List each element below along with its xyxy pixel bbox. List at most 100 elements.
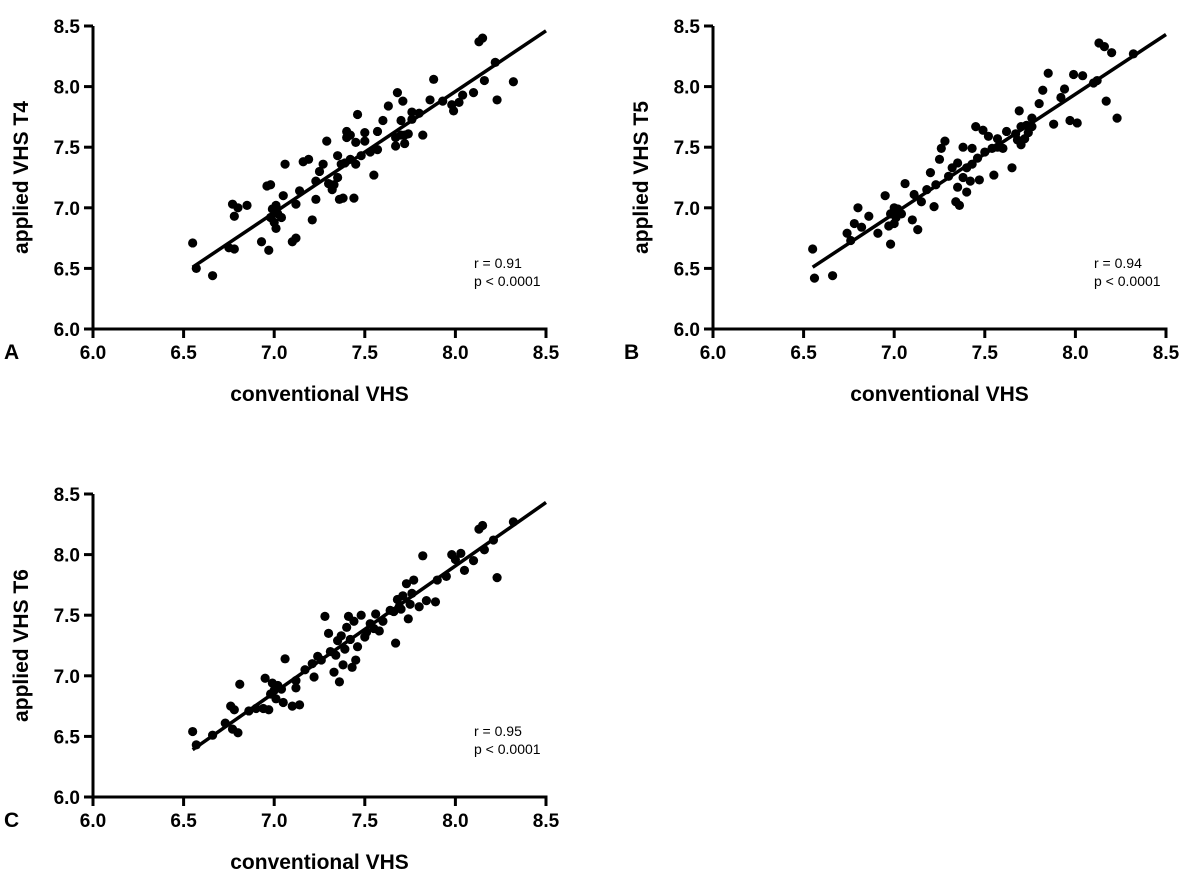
- data-point: [965, 176, 975, 186]
- data-point: [188, 238, 198, 248]
- data-point: [967, 143, 977, 154]
- data-point: [391, 141, 401, 151]
- data-point: [329, 180, 339, 190]
- data-point: [372, 126, 383, 137]
- data-point: [311, 176, 321, 186]
- x-tick-label: 6.5: [170, 343, 197, 364]
- data-point: [294, 700, 305, 710]
- data-point: [980, 147, 990, 157]
- data-point: [477, 33, 488, 43]
- data-point: [459, 565, 470, 575]
- x-tick-label: 8.0: [442, 811, 468, 832]
- data-point: [958, 142, 968, 152]
- y-tick-label: 7.5: [54, 138, 81, 159]
- data-point: [856, 222, 867, 232]
- data-point: [978, 125, 988, 135]
- data-point: [925, 168, 936, 178]
- data-point: [264, 705, 274, 715]
- data-point: [967, 159, 977, 169]
- data-point: [300, 665, 310, 675]
- data-point: [188, 726, 198, 737]
- data-point: [351, 159, 361, 169]
- data-point: [934, 154, 945, 164]
- data-point: [398, 591, 408, 601]
- y-tick-label: 7.5: [54, 606, 81, 627]
- y-tick-label: 8.5: [674, 17, 701, 38]
- data-point: [913, 225, 923, 235]
- scatter-panel-a: 6.0 6.5 7.0 7.5 8.0 8.5 6.0 6.5 7.0 7.5 8.0 8.5 conv…: [0, 0, 580, 420]
- x-tick-label: 7.5: [352, 343, 379, 364]
- data-point: [291, 683, 301, 693]
- data-point: [345, 130, 355, 140]
- data-point: [936, 143, 946, 154]
- data-point: [418, 130, 428, 140]
- x-tick-label: 7.0: [261, 811, 287, 832]
- data-point: [334, 677, 345, 687]
- data-point: [1078, 71, 1088, 81]
- y-tick-label: 6.0: [674, 320, 700, 341]
- data-point: [349, 193, 359, 203]
- p-value-text: p < 0.0001: [474, 741, 541, 757]
- data-point: [846, 235, 856, 246]
- data-point: [396, 115, 406, 126]
- y-tick-label: 8.5: [54, 17, 81, 38]
- data-point: [1065, 115, 1075, 126]
- y-axis-title: applied VHS T4: [10, 101, 33, 254]
- x-tick-label: 6.0: [80, 811, 106, 832]
- data-point: [233, 203, 243, 213]
- data-point: [229, 211, 239, 221]
- data-point: [278, 697, 288, 708]
- data-point: [1049, 119, 1059, 129]
- data-point: [432, 575, 442, 585]
- data-point: [407, 107, 417, 117]
- data-point: [342, 622, 352, 632]
- data-point: [430, 597, 441, 607]
- data-point: [1056, 92, 1066, 103]
- p-value-text: p < 0.0001: [474, 273, 541, 289]
- x-tick-label: 8.0: [1062, 343, 1088, 364]
- data-point: [336, 631, 346, 641]
- data-point: [809, 273, 820, 283]
- data-point: [940, 136, 950, 146]
- data-point: [345, 634, 355, 645]
- data-point: [362, 627, 372, 637]
- data-point: [909, 189, 919, 200]
- scatter-panel-c: 6.0 6.5 7.0 7.5 8.0 8.5 6.0 6.5 7.0 7.5 8.0 8.5 conv…: [0, 468, 580, 888]
- y-tick-label: 7.0: [674, 199, 700, 220]
- data-point: [294, 186, 305, 196]
- x-axis-title: conventional VHS: [230, 383, 409, 406]
- data-point: [1092, 75, 1102, 86]
- x-tick-label: 6.5: [790, 343, 817, 364]
- data-point: [320, 611, 330, 622]
- data-point: [479, 545, 489, 555]
- data-point: [492, 573, 502, 583]
- data-point: [873, 228, 883, 238]
- data-point: [242, 200, 252, 210]
- data-point: [983, 131, 994, 141]
- data-point: [318, 159, 328, 169]
- data-point: [1112, 113, 1122, 123]
- data-point: [338, 660, 348, 670]
- data-point: [233, 728, 243, 738]
- data-point: [454, 97, 464, 107]
- data-point: [307, 215, 317, 225]
- data-point: [468, 556, 479, 566]
- data-point: [864, 211, 874, 221]
- data-point: [907, 215, 917, 225]
- y-tick-label: 7.0: [54, 667, 80, 688]
- data-point: [1099, 42, 1109, 52]
- data-point: [280, 159, 290, 169]
- data-point: [276, 684, 287, 694]
- data-point: [356, 610, 366, 620]
- scatter-plot-svg: 6.0 6.5 7.0 7.5 8.0 8.5 6.0 6.5 7.0 7.5 8.0 8.5 conv…: [4, 485, 560, 874]
- data-point: [291, 233, 301, 243]
- data-point: [900, 178, 910, 189]
- data-point: [418, 551, 428, 561]
- data-point: [369, 170, 379, 180]
- data-point: [954, 200, 965, 210]
- y-tick-label: 6.5: [674, 259, 701, 280]
- data-point: [401, 579, 412, 589]
- data-point: [360, 136, 370, 146]
- data-point: [314, 166, 325, 177]
- data-point: [265, 180, 276, 190]
